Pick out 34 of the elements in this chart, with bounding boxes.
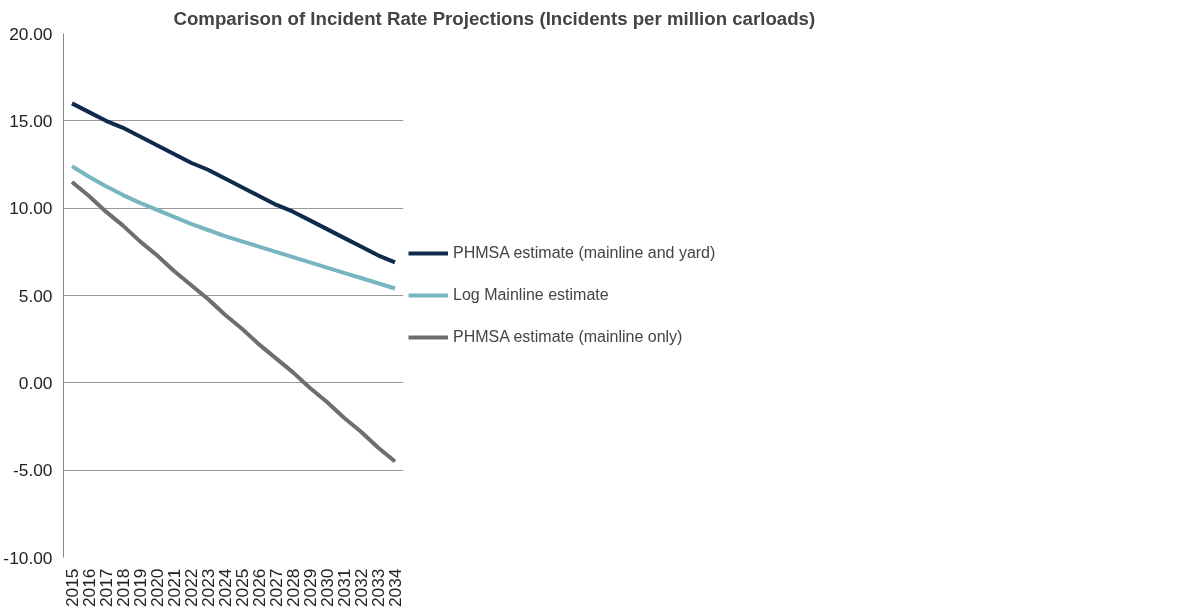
- y-tick-label: -10.00: [3, 547, 53, 568]
- x-tick-label: 2016: [79, 568, 99, 608]
- x-tick-label: 2024: [215, 568, 235, 608]
- x-tick-label: 2033: [368, 568, 388, 608]
- y-tick-label: 15.00: [9, 110, 53, 131]
- line-series: [70, 179, 397, 464]
- x-tick-label: 2019: [130, 568, 150, 608]
- x-tick-label: 2017: [96, 568, 116, 608]
- line-series: [70, 101, 397, 265]
- x-tick-label: 2015: [62, 568, 82, 608]
- x-tick-label: 2018: [113, 568, 133, 608]
- y-tick-label: -5.00: [13, 460, 53, 481]
- x-tick-label: 2031: [334, 568, 354, 608]
- x-tick-label: 2032: [351, 568, 371, 608]
- legend-label: Log Mainline estimate: [453, 286, 609, 304]
- x-tick-label: 2030: [317, 568, 337, 608]
- x-tick-label: 2025: [232, 568, 252, 608]
- text: Comparison of Incident Rate Projections (Incidents per million carloads): [173, 7, 816, 29]
- x-tick-label: 2022: [181, 568, 201, 608]
- y-tick-label: 0.00: [18, 372, 53, 393]
- x-tick-label: 2028: [283, 568, 303, 608]
- y-tick-label: 20.00: [9, 23, 53, 44]
- x-tick-label: 2027: [266, 568, 286, 608]
- legend-label: PHMSA estimate (mainline and yard): [453, 244, 716, 262]
- y-tick-label: 5.00: [18, 285, 53, 306]
- line-series: [70, 164, 397, 291]
- x-tick-label: 2026: [249, 568, 269, 608]
- x-tick-label: 2034: [385, 568, 405, 608]
- x-tick-label: 2023: [198, 568, 218, 608]
- x-tick-label: 2029: [300, 568, 320, 608]
- y-tick-label: 10.00: [9, 198, 53, 219]
- x-tick-label: 2020: [147, 568, 167, 608]
- x-tick-label: 2021: [164, 568, 184, 608]
- legend-label: PHMSA estimate (mainline only): [453, 328, 683, 346]
